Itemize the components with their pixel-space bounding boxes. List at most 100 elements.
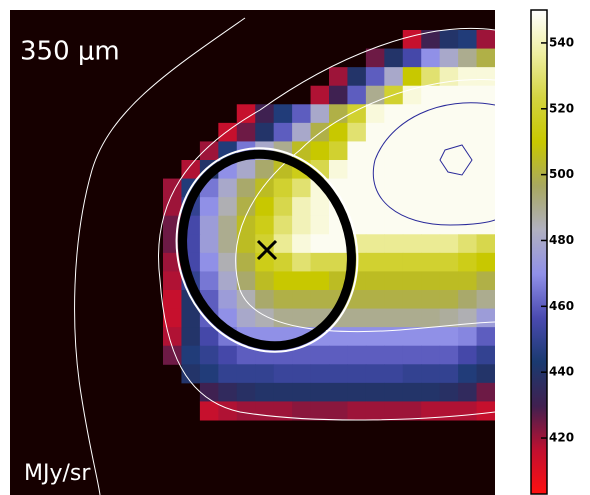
pixel (458, 252, 478, 272)
pixel (439, 178, 459, 198)
pixel (421, 122, 441, 142)
pixel (255, 215, 275, 235)
pixel (458, 401, 478, 421)
pixel (181, 308, 201, 328)
pixel (476, 104, 495, 124)
band-label: 350 μm (20, 37, 120, 67)
pixel (421, 197, 441, 217)
pixel (402, 401, 422, 421)
pixel (163, 271, 182, 291)
pixel (255, 382, 275, 402)
pixel (384, 234, 404, 254)
pixel (218, 382, 238, 402)
pixel (329, 85, 348, 105)
contour (439, 144, 473, 176)
pixel (292, 234, 312, 254)
pixel (181, 160, 201, 180)
pixel (384, 67, 404, 87)
pixel (310, 345, 330, 365)
pixel (458, 30, 478, 50)
pixel (439, 252, 459, 272)
pixel (236, 197, 256, 217)
aperture-outline (175, 147, 359, 353)
pixel (402, 197, 422, 217)
pixel (458, 67, 478, 87)
pixel (255, 178, 275, 198)
pixel (421, 364, 441, 384)
pixel (347, 122, 367, 142)
contour (235, 79, 495, 333)
aperture-ellipse (178, 149, 356, 351)
pixel (273, 104, 293, 124)
unit-label: MJy/sr (24, 461, 91, 486)
pixel (199, 382, 219, 402)
pixel (199, 364, 219, 384)
pixel (402, 252, 422, 272)
pixel (421, 48, 441, 68)
pixel (421, 382, 441, 402)
pixel (292, 122, 312, 142)
pixel (402, 122, 422, 142)
pixel (199, 401, 219, 421)
pixel (255, 364, 275, 384)
pixel (384, 215, 404, 235)
pixel (458, 364, 478, 384)
pixel (255, 290, 275, 310)
pixel (236, 160, 256, 180)
pixel (421, 215, 441, 235)
pixel (163, 308, 182, 328)
pixel (218, 271, 238, 291)
pixel (402, 30, 422, 50)
pixel (236, 215, 256, 235)
pixel (476, 85, 495, 105)
pixel (218, 252, 238, 272)
pixel (199, 234, 219, 254)
pixel (365, 401, 385, 421)
pixel (458, 104, 478, 124)
pixel (236, 401, 256, 421)
pixel (365, 271, 385, 291)
colorbar-tick-label: 460 (549, 299, 574, 313)
pixel (329, 141, 348, 161)
pixel (181, 327, 201, 347)
pixel (439, 30, 459, 50)
pixel (384, 197, 404, 217)
pixel (181, 345, 201, 365)
pixel (199, 271, 219, 291)
pixel (439, 122, 459, 142)
pixel (458, 382, 478, 402)
pixel (255, 122, 275, 142)
pixel (439, 160, 459, 180)
pixel (199, 252, 219, 272)
pixel (365, 67, 385, 87)
pixel (292, 382, 312, 402)
colorbar (530, 9, 548, 495)
pixel (347, 67, 367, 87)
pixel (476, 67, 495, 87)
pixel (384, 104, 404, 124)
pixel (255, 104, 275, 124)
pixel (421, 345, 441, 365)
pixel (421, 141, 441, 161)
pixel (347, 85, 367, 105)
pixel (292, 141, 312, 161)
pixel (236, 364, 256, 384)
pixel (384, 308, 404, 328)
pixel (476, 141, 495, 161)
pixel (292, 364, 312, 384)
pixel (439, 345, 459, 365)
pixel (384, 178, 404, 198)
pixel (458, 215, 478, 235)
pixel (421, 67, 441, 87)
pixel (365, 104, 385, 124)
contours (74, 17, 495, 495)
pixel (402, 271, 422, 291)
pixel (458, 234, 478, 254)
pixel (384, 382, 404, 402)
pixel (273, 382, 293, 402)
pixel (310, 197, 330, 217)
pixel (199, 141, 219, 161)
pixel (458, 345, 478, 365)
colorbar-tick-label: 440 (549, 365, 574, 379)
